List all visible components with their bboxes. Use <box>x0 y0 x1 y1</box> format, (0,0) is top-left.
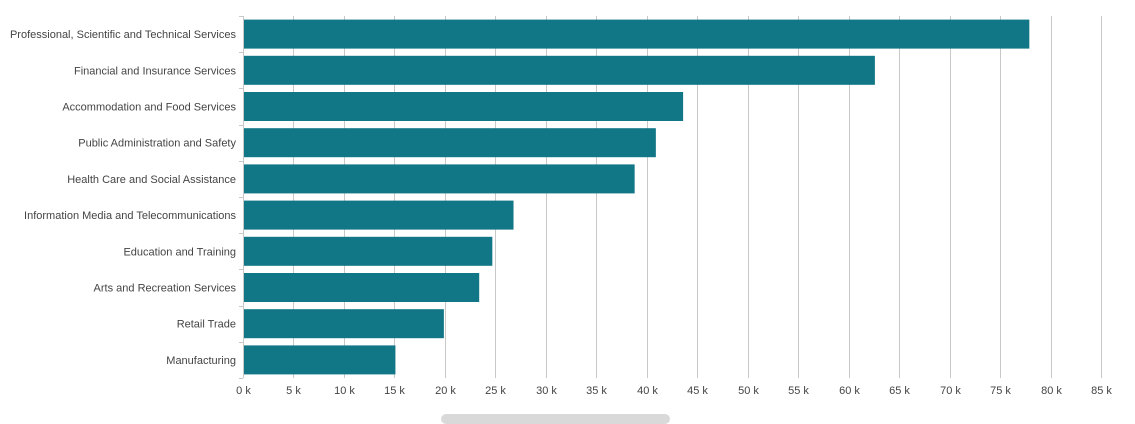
category-label: Manufacturing <box>166 355 236 367</box>
x-tick-label: 25 k <box>485 385 506 397</box>
category-labels: Professional, Scientific and Technical S… <box>10 29 237 367</box>
category-label: Financial and Insurance Services <box>74 65 237 77</box>
x-tick-label: 60 k <box>839 385 860 397</box>
category-label: Information Media and Telecommunications <box>24 210 236 222</box>
bar[interactable] <box>244 164 635 194</box>
x-axis-tick-labels: 0 k 5 k 10 k 15 k 20 k 25 k 30 k 35 k 40 k 45 k 50… <box>236 385 1112 397</box>
x-tick-label: 55 k <box>788 385 809 397</box>
category-label: Accommodation and Food Services <box>62 102 236 114</box>
x-tick-label: 5 k <box>286 385 301 397</box>
x-tick-label: 15 k <box>384 385 405 397</box>
horizontal-scrollbar[interactable] <box>441 414 670 424</box>
x-tick-label: 0 k <box>236 385 251 397</box>
bar[interactable] <box>244 92 684 121</box>
category-label: Public Administration and Safety <box>78 138 236 150</box>
x-tick-label: 35 k <box>586 385 607 397</box>
category-label: Retail Trade <box>177 319 236 331</box>
x-tick-label: 85 k <box>1091 385 1112 397</box>
x-tick-label: 30 k <box>536 385 557 397</box>
bar[interactable] <box>244 128 656 158</box>
bar[interactable] <box>244 273 480 302</box>
category-label: Arts and Recreation Services <box>94 283 237 295</box>
x-tick-label: 40 k <box>637 385 658 397</box>
category-label: Education and Training <box>123 246 236 258</box>
x-tick-label: 75 k <box>990 385 1011 397</box>
x-tick-label: 45 k <box>687 385 708 397</box>
bars <box>244 19 1030 375</box>
category-label: Health Care and Social Assistance <box>67 174 236 186</box>
x-tick-label: 10 k <box>334 385 355 397</box>
x-tick-label: 50 k <box>738 385 759 397</box>
bar[interactable] <box>244 55 875 85</box>
x-tick-label: 65 k <box>889 385 910 397</box>
bar[interactable] <box>244 345 396 375</box>
x-tick-label: 70 k <box>940 385 961 397</box>
bar[interactable] <box>244 19 1030 49</box>
category-label: Professional, Scientific and Technical S… <box>10 29 237 41</box>
bar[interactable] <box>244 200 514 230</box>
bar[interactable] <box>244 236 493 266</box>
x-tick-label: 80 k <box>1041 385 1062 397</box>
x-tick-label: 20 k <box>435 385 456 397</box>
bar[interactable] <box>244 309 444 339</box>
